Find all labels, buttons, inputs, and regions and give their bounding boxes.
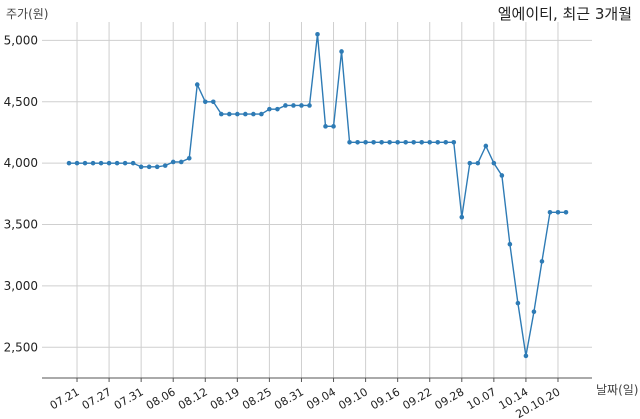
x-tick-label: 08.06 xyxy=(144,385,178,412)
data-point xyxy=(435,140,441,145)
data-point xyxy=(419,140,425,145)
data-point xyxy=(98,160,104,166)
data-point xyxy=(491,160,497,166)
data-point xyxy=(267,106,272,112)
data-point xyxy=(219,111,224,117)
data-point xyxy=(539,259,545,264)
data-point xyxy=(379,140,384,145)
x-axis-label: 날짜(일) xyxy=(596,383,639,397)
data-point xyxy=(331,124,336,129)
data-point xyxy=(283,103,288,108)
data-point xyxy=(178,159,184,165)
data-point xyxy=(74,160,80,166)
data-point xyxy=(475,160,481,166)
data-point xyxy=(114,160,120,166)
data-point xyxy=(170,159,176,165)
data-point xyxy=(202,99,208,105)
data-point xyxy=(210,99,216,105)
x-tick-label: 07.21 xyxy=(48,385,82,412)
data-point xyxy=(162,163,168,168)
data-point xyxy=(387,140,392,145)
data-point xyxy=(395,140,400,145)
data-point xyxy=(194,82,200,87)
series-line xyxy=(69,34,566,357)
data-point xyxy=(339,49,344,54)
data-point xyxy=(146,164,152,170)
y-tick-label: 2,500 xyxy=(4,340,38,354)
data-point xyxy=(122,160,128,166)
y-axis-label: 주가(원) xyxy=(6,7,49,21)
data-point xyxy=(555,209,561,215)
data-point xyxy=(299,103,304,108)
x-tick-label: 08.12 xyxy=(176,385,210,412)
data-point xyxy=(227,111,232,117)
data-point xyxy=(130,160,136,166)
data-point xyxy=(186,155,192,161)
data-point xyxy=(154,164,160,170)
y-tick-label: 3,000 xyxy=(4,279,38,293)
data-point xyxy=(411,140,416,145)
y-tick-label: 5,000 xyxy=(4,33,38,47)
data-point xyxy=(467,160,473,166)
data-point xyxy=(323,124,328,129)
data-point xyxy=(403,140,408,145)
x-tick-label: 09.16 xyxy=(368,385,402,412)
data-point xyxy=(451,140,457,145)
x-tick-label: 10.07 xyxy=(465,385,499,412)
data-point xyxy=(363,140,368,145)
data-point xyxy=(66,160,72,166)
x-tick-label: 07.31 xyxy=(112,385,146,412)
data-point xyxy=(82,160,88,166)
data-point xyxy=(307,103,312,108)
data-point xyxy=(443,140,449,145)
y-tick-label: 4,000 xyxy=(4,156,38,170)
data-point xyxy=(531,309,537,315)
data-point xyxy=(507,241,513,247)
data-point xyxy=(355,140,360,145)
data-point xyxy=(251,111,256,117)
data-point xyxy=(90,160,96,166)
data-point xyxy=(275,106,280,112)
data-point xyxy=(515,300,521,306)
x-tick-label: 09.22 xyxy=(400,385,434,412)
data-point xyxy=(371,140,376,145)
chart-title: 엘에이티, 최근 3개월 xyxy=(497,5,632,23)
data-point xyxy=(235,111,240,117)
data-point xyxy=(523,353,529,359)
data-point xyxy=(106,160,112,166)
x-tick-label: 09.10 xyxy=(336,385,370,412)
data-point xyxy=(315,31,320,37)
x-tick-label: 07.27 xyxy=(80,385,114,412)
x-tick-label: 08.25 xyxy=(240,385,274,412)
x-tick-label: 09.28 xyxy=(433,385,467,412)
data-point xyxy=(459,214,465,220)
x-tick-label: 09.04 xyxy=(304,385,338,412)
data-point xyxy=(427,140,433,145)
data-point xyxy=(483,143,489,149)
data-point xyxy=(347,140,352,145)
data-point xyxy=(259,111,264,117)
data-point xyxy=(499,173,505,178)
y-tick-label: 4,500 xyxy=(4,95,38,109)
data-point xyxy=(563,209,569,215)
data-point xyxy=(138,164,144,170)
data-point xyxy=(243,111,248,117)
x-tick-label: 08.31 xyxy=(272,385,306,412)
y-tick-label: 3,500 xyxy=(4,218,38,232)
x-tick-label: 08.19 xyxy=(208,385,242,412)
data-point xyxy=(291,103,296,108)
data-point xyxy=(547,209,553,215)
